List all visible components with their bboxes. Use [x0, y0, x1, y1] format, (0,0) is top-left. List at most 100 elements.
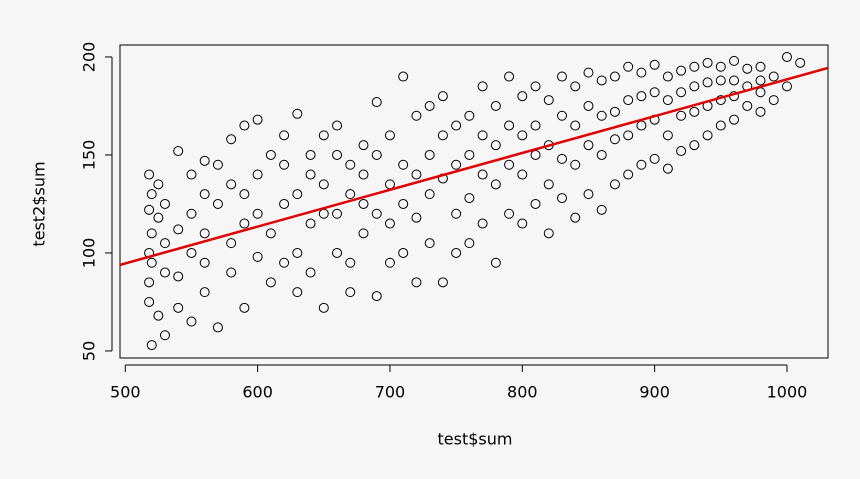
point	[411, 110, 422, 121]
point	[504, 71, 515, 82]
point	[153, 212, 164, 223]
point	[570, 212, 581, 223]
point	[398, 198, 409, 209]
point	[318, 302, 329, 313]
point	[212, 322, 223, 333]
point	[252, 208, 263, 219]
point	[252, 251, 263, 262]
point	[173, 224, 184, 235]
point	[437, 130, 448, 141]
x-tick-label: 900	[639, 383, 670, 402]
point	[252, 169, 263, 180]
point	[173, 146, 184, 157]
point	[305, 267, 316, 278]
point	[424, 189, 435, 200]
point	[795, 57, 806, 68]
point	[212, 159, 223, 170]
point	[305, 169, 316, 180]
point	[623, 61, 634, 72]
point	[384, 218, 395, 229]
point	[358, 169, 369, 180]
point	[517, 169, 528, 180]
point	[173, 271, 184, 282]
point	[557, 193, 568, 204]
point	[530, 120, 541, 131]
point	[345, 189, 356, 200]
point	[583, 67, 594, 78]
point	[623, 130, 634, 141]
point	[384, 179, 395, 190]
point	[318, 130, 329, 141]
point	[153, 179, 164, 190]
y-axis-label: test2$sum	[30, 161, 49, 246]
point	[411, 277, 422, 288]
point	[715, 61, 726, 72]
x-tick-label: 800	[507, 383, 538, 402]
point	[755, 87, 766, 98]
point	[649, 87, 660, 98]
point	[490, 257, 501, 268]
y-tick-label: 150	[80, 140, 99, 171]
point	[384, 257, 395, 268]
point	[689, 61, 700, 72]
point	[199, 228, 210, 239]
point	[702, 57, 713, 68]
point	[583, 140, 594, 151]
point	[226, 134, 237, 145]
point	[504, 208, 515, 219]
point	[305, 149, 316, 160]
point	[742, 100, 753, 111]
point	[358, 140, 369, 151]
point	[371, 149, 382, 160]
point	[226, 267, 237, 278]
point	[199, 257, 210, 268]
point	[265, 277, 276, 288]
point	[662, 130, 673, 141]
point	[239, 189, 250, 200]
x-axis-label: test$sum	[438, 430, 513, 449]
point	[755, 61, 766, 72]
regression-line	[119, 66, 829, 267]
point	[226, 179, 237, 190]
point	[530, 149, 541, 160]
point	[689, 140, 700, 151]
point	[596, 149, 607, 160]
point	[676, 146, 687, 157]
point	[437, 91, 448, 102]
point	[623, 169, 634, 180]
point	[411, 212, 422, 223]
point	[543, 95, 554, 106]
point	[729, 75, 740, 86]
point	[159, 198, 170, 209]
point	[279, 257, 290, 268]
plot-box	[119, 44, 829, 359]
point	[146, 340, 157, 351]
point	[715, 75, 726, 86]
point	[464, 193, 475, 204]
point	[702, 130, 713, 141]
point	[186, 169, 197, 180]
point	[159, 330, 170, 341]
point	[451, 120, 462, 131]
point	[742, 63, 753, 74]
point	[729, 55, 740, 66]
point	[252, 114, 263, 125]
point	[371, 208, 382, 219]
point	[398, 159, 409, 170]
point	[186, 316, 197, 327]
point	[292, 287, 303, 298]
point	[398, 71, 409, 82]
point	[596, 110, 607, 121]
point	[212, 198, 223, 209]
point	[517, 218, 528, 229]
point	[159, 267, 170, 278]
point	[662, 163, 673, 174]
point	[424, 149, 435, 160]
point	[583, 100, 594, 111]
point	[358, 228, 369, 239]
point	[144, 277, 155, 288]
point	[490, 100, 501, 111]
point	[676, 87, 687, 98]
point	[623, 95, 634, 106]
